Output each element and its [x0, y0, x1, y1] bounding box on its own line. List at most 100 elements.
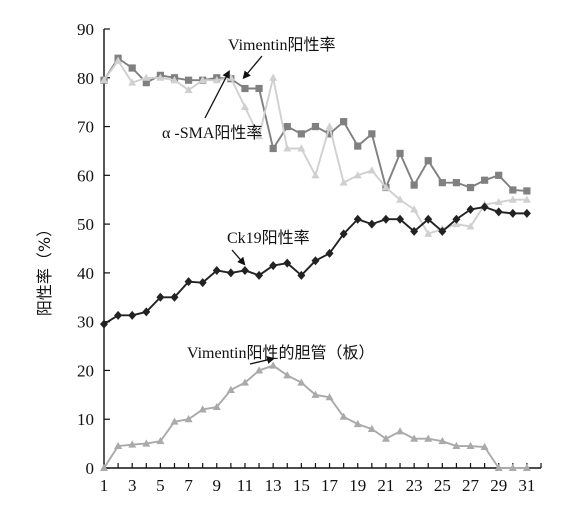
data-point	[269, 73, 278, 81]
x-tick-label: 19	[349, 476, 366, 495]
data-point	[481, 176, 489, 184]
data-point	[269, 261, 278, 271]
data-point	[424, 434, 433, 442]
annotation-label: α -SMA阳性率	[162, 124, 262, 142]
data-point	[339, 229, 348, 239]
data-point	[297, 378, 306, 386]
y-tick-label: 20	[77, 361, 94, 380]
y-tick-label: 50	[77, 215, 94, 234]
data-point	[198, 278, 207, 288]
y-tick-label: 90	[77, 20, 94, 39]
data-point	[269, 361, 278, 369]
data-point	[128, 64, 136, 72]
data-point	[523, 187, 531, 195]
y-tick-label: 80	[77, 69, 94, 88]
data-point	[480, 202, 489, 212]
data-point	[184, 277, 193, 287]
data-point	[466, 204, 475, 214]
x-tick-label: 15	[293, 476, 310, 495]
data-point	[226, 268, 235, 278]
data-point	[325, 393, 334, 401]
data-point	[170, 417, 179, 425]
series-layer	[100, 54, 531, 471]
data-point	[466, 441, 475, 450]
data-point	[353, 171, 362, 179]
data-point	[212, 265, 221, 275]
data-point	[114, 56, 123, 64]
data-point	[438, 226, 447, 236]
x-tick-label: 1	[100, 476, 109, 495]
data-point	[128, 440, 137, 448]
y-tick-label: 30	[77, 313, 94, 332]
data-point	[367, 166, 376, 174]
data-point	[367, 219, 376, 229]
data-point	[311, 171, 320, 179]
data-point	[241, 84, 249, 93]
data-point	[353, 214, 362, 224]
data-point	[396, 149, 404, 157]
data-point	[184, 85, 193, 93]
data-point	[325, 122, 334, 130]
data-point	[156, 436, 165, 445]
data-point	[240, 265, 249, 275]
data-point	[494, 197, 503, 206]
data-point	[170, 76, 179, 84]
x-tick-label: 25	[434, 476, 451, 495]
data-point	[100, 319, 108, 329]
annotation-arrow	[231, 249, 246, 266]
data-point	[353, 419, 362, 428]
data-point	[297, 144, 306, 152]
data-point	[198, 405, 207, 413]
data-point	[156, 292, 165, 302]
data-point	[325, 130, 334, 138]
x-tick-label: 11	[237, 476, 253, 495]
data-point	[325, 248, 334, 258]
data-point	[466, 183, 475, 192]
data-point	[240, 378, 249, 386]
annotation-layer: Vimentin阳性率 α -SMA阳性率 Ck19阳性率 Vimentin阳性的胆管…	[162, 36, 374, 365]
annotation-arrow	[204, 70, 230, 119]
data-point	[452, 179, 461, 187]
data-point	[297, 270, 306, 280]
data-point	[142, 439, 151, 447]
data-point	[452, 441, 461, 450]
data-point	[424, 157, 432, 165]
data-point	[283, 144, 292, 152]
annotation-label: Vimentin阳性的胆管（板）	[187, 344, 374, 362]
axes	[103, 29, 541, 469]
x-tick-label: 31	[518, 476, 535, 495]
data-point	[508, 463, 517, 471]
annotation-arrow	[242, 55, 263, 80]
data-point	[367, 424, 376, 432]
annotation-label: Ck19阳性率	[227, 229, 310, 247]
data-point	[381, 434, 390, 442]
x-tick-label: 27	[462, 476, 480, 495]
data-point	[494, 207, 503, 217]
data-point	[494, 463, 503, 471]
data-point	[128, 78, 137, 86]
x-tick-label: 7	[184, 476, 193, 495]
y-tick-label: 10	[77, 410, 94, 429]
data-point	[283, 122, 291, 131]
x-tick-label: 29	[490, 476, 507, 495]
data-point	[509, 186, 517, 194]
x-tick-label: 23	[406, 476, 423, 495]
data-point	[508, 208, 517, 218]
data-point	[311, 390, 320, 398]
data-point	[438, 179, 446, 187]
x-tick-label: 17	[321, 476, 339, 495]
data-point	[212, 402, 221, 411]
data-point	[114, 441, 123, 450]
data-point	[396, 195, 405, 203]
data-point	[354, 142, 362, 150]
series-line	[103, 59, 527, 235]
y-tick-label: 0	[86, 459, 95, 478]
annotation-arrow	[249, 356, 276, 365]
data-point	[269, 144, 277, 153]
data-point	[522, 463, 531, 471]
data-point	[212, 76, 221, 84]
x-tick-label: 3	[128, 476, 137, 495]
data-point	[255, 366, 264, 374]
